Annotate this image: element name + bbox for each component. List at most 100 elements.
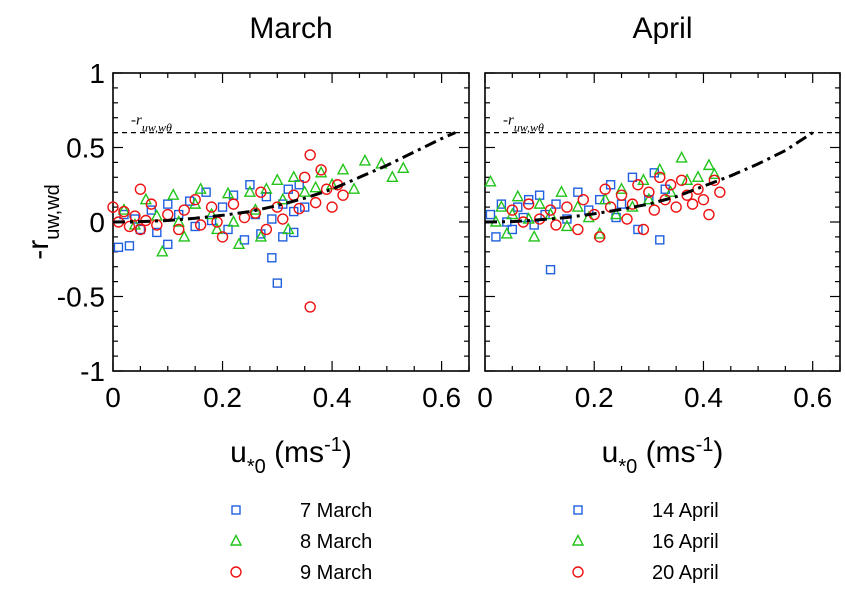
data-point [562, 202, 572, 212]
data-point [486, 211, 494, 219]
data-point [529, 231, 539, 241]
legend-marker [573, 536, 583, 546]
data-point [360, 155, 370, 165]
data-point [219, 203, 227, 211]
data-point [163, 210, 173, 220]
legend-label: 16 April [652, 531, 719, 553]
data-point [671, 202, 681, 212]
data-point [300, 172, 310, 182]
data-point [573, 202, 583, 212]
legend-marker [231, 567, 241, 577]
data-point [704, 160, 714, 170]
data-point [311, 198, 321, 208]
legend-label: 9 March [300, 562, 372, 584]
data-point [573, 224, 583, 234]
data-point [688, 199, 698, 209]
legend-marker [574, 506, 582, 514]
data-point [349, 184, 359, 194]
data-point [677, 152, 687, 162]
data-point [125, 242, 133, 250]
series-triangle [119, 155, 408, 255]
data-point [618, 200, 626, 208]
x-tick-label: 0.4 [684, 382, 723, 413]
data-point [305, 302, 315, 312]
data-point [168, 190, 178, 200]
y-tick-label: 1 [89, 58, 105, 89]
panel-april: April 0 0.2 0.4 0.6 u*0 (ms-1) -ruw,wθ [477, 12, 840, 478]
data-point [552, 200, 560, 208]
data-point [135, 184, 145, 194]
data-point [305, 150, 315, 160]
data-point [228, 217, 238, 227]
x-axis-label: u*0 (ms-1) [230, 434, 352, 478]
data-point [649, 205, 659, 215]
legend-label: 20 April [652, 562, 719, 584]
data-point [179, 231, 189, 241]
x-axis-label: u*0 (ms-1) [602, 434, 724, 478]
data-point [152, 211, 162, 221]
data-point [535, 199, 545, 209]
series-triangle [485, 152, 719, 240]
x-tick-label: 0.2 [575, 382, 614, 413]
data-point [698, 195, 708, 205]
x-tick-label: 0.6 [422, 382, 461, 413]
data-point [272, 175, 282, 185]
data-point [617, 190, 627, 200]
data-point [327, 202, 337, 212]
panel-title: April [632, 12, 692, 45]
data-point [551, 220, 561, 230]
data-point [595, 232, 605, 242]
data-point [513, 191, 523, 201]
legend-label: 14 April [652, 500, 719, 522]
panel-title: March [249, 12, 332, 45]
legend-marker [232, 506, 240, 514]
data-point [223, 188, 233, 198]
data-point [693, 184, 703, 194]
data-point [273, 279, 281, 287]
data-point [278, 214, 288, 224]
data-point [578, 195, 588, 205]
data-point [338, 164, 348, 174]
data-point [338, 190, 348, 200]
reference-line-label: -ruw,wθ [503, 113, 544, 135]
x-tick-label: 0 [105, 382, 121, 413]
data-point [164, 200, 172, 208]
x-tick-label: 0 [477, 382, 493, 413]
x-tick-label: 0.6 [793, 382, 832, 413]
y-tick-label: -1 [80, 356, 105, 387]
data-point [656, 236, 664, 244]
data-point [398, 163, 408, 173]
data-point [164, 240, 172, 248]
data-point [622, 214, 632, 224]
data-point [715, 187, 725, 197]
data-point [284, 185, 292, 193]
x-tick-label: 0.4 [313, 382, 352, 413]
data-point [289, 172, 299, 182]
data-point [147, 206, 155, 214]
data-point [268, 254, 276, 262]
data-point [207, 202, 217, 212]
data-point [556, 187, 566, 197]
data-point [114, 243, 122, 251]
data-point [311, 182, 321, 192]
data-point [492, 233, 500, 241]
data-point [196, 220, 206, 230]
data-point [268, 215, 276, 223]
legend: 7 March 8 March 9 March 14 April 16 April 20 … [231, 500, 719, 584]
legend-marker [573, 567, 583, 577]
y-axis-label: -ruw,wd [22, 184, 64, 260]
y-tick-label: -0.5 [57, 282, 105, 313]
series-circle [507, 172, 725, 242]
y-tick-label: 0 [89, 207, 105, 238]
legend-marker [231, 536, 241, 546]
y-tick-label: 0.5 [66, 133, 105, 164]
legend-label: 7 March [300, 500, 372, 522]
data-point [387, 172, 397, 182]
data-point [704, 210, 714, 220]
data-point [547, 266, 555, 274]
panel-march: March 0 0.2 0.4 0.6 1 0.5 0 -0.5 -1 -ruw,wd u*0 (ms… [22, 12, 469, 478]
reference-line-label: -ruw,wθ [131, 113, 172, 135]
data-point [638, 224, 648, 234]
legend-label: 8 March [300, 531, 372, 553]
